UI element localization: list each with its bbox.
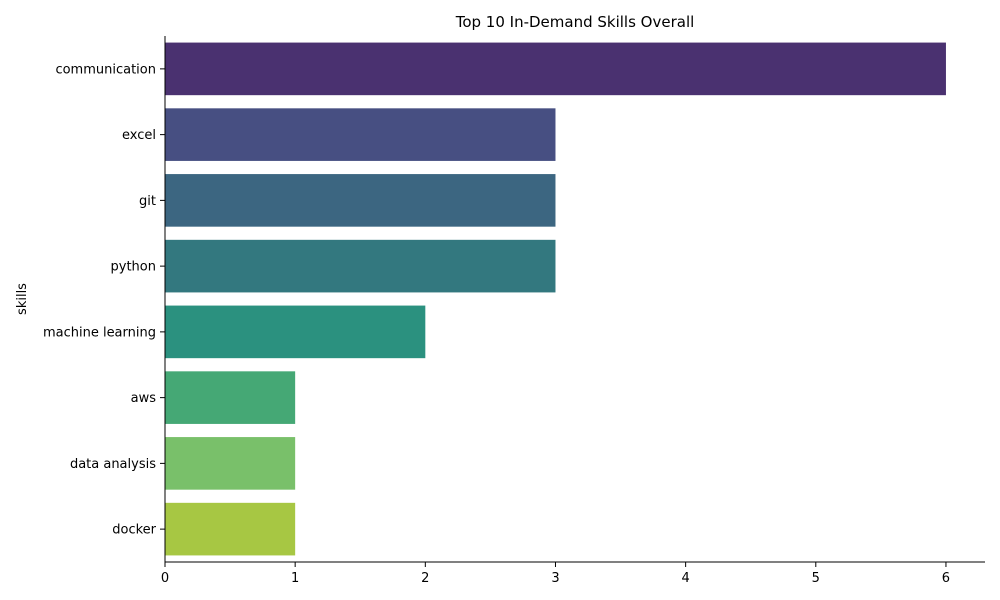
bar-python — [165, 239, 556, 293]
x-tick-label: 4 — [681, 571, 689, 586]
x-tick-label: 3 — [551, 571, 559, 586]
x-tick-label: 0 — [161, 571, 169, 586]
x-tick-label: 6 — [942, 571, 950, 586]
bar-communication — [165, 42, 946, 96]
y-tick-label: excel — [122, 128, 156, 143]
bar-data-analysis — [165, 437, 296, 490]
bar-git — [165, 174, 556, 227]
y-tick-label: communication — [55, 62, 156, 77]
bar-docker — [165, 502, 296, 556]
y-tick-label: aws — [131, 391, 157, 406]
y-axis-label: skills — [15, 283, 30, 315]
bars-group — [165, 42, 946, 556]
chart-title: Top 10 In-Demand Skills Overall — [455, 13, 695, 31]
x-tick-label: 2 — [421, 571, 429, 586]
y-tick-label: git — [139, 194, 156, 209]
x-tick-label: 5 — [812, 571, 820, 586]
y-tick-labels: communication excel git python machine learn… — [43, 62, 165, 538]
bar-machine-learning — [165, 305, 426, 359]
y-tick-label: docker — [112, 523, 156, 538]
x-tick-labels: 0 1 2 3 4 5 6 — [161, 562, 950, 586]
y-tick-label: python — [111, 260, 156, 275]
bar-aws — [165, 371, 296, 424]
y-tick-label: machine learning — [43, 325, 156, 340]
y-tick-label: data analysis — [70, 457, 156, 472]
x-tick-label: 1 — [291, 571, 299, 586]
bar-excel — [165, 108, 556, 161]
axes-frame — [164, 36, 985, 563]
